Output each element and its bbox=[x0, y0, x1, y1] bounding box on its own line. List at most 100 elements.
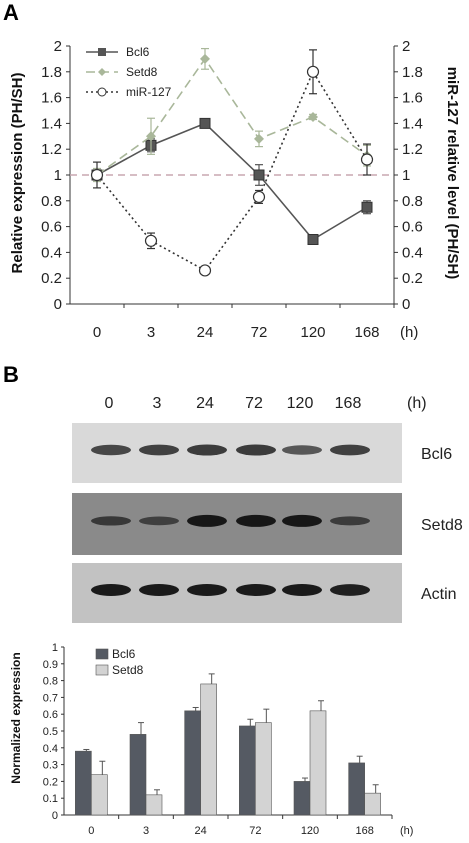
y-axis-right-title: miR-127 relative level (PH/SH) bbox=[444, 67, 461, 280]
x-tick-label-b: 120 bbox=[301, 825, 319, 837]
y-tick-label-right: 1.2 bbox=[402, 141, 423, 158]
y-tick-label-b: 0.4 bbox=[43, 743, 58, 755]
blot-band bbox=[282, 445, 322, 455]
blot-band bbox=[282, 584, 322, 596]
x-tick-label: 3 bbox=[147, 324, 155, 341]
x-axis-unit: (h) bbox=[400, 324, 418, 341]
blot-row-label: Actin bbox=[421, 586, 457, 603]
panel-b-letter: B bbox=[3, 362, 19, 387]
bar-bcl6 bbox=[348, 762, 365, 816]
y-tick-label-left: 2 bbox=[54, 38, 62, 55]
bar-bcl6 bbox=[129, 734, 147, 816]
data-point-square bbox=[307, 234, 319, 245]
blot-row-bcl6: Bcl6 bbox=[72, 423, 452, 483]
y-tick-label-right: 1.6 bbox=[402, 90, 423, 107]
y-tick-label-b: 0.3 bbox=[43, 760, 58, 772]
x-tick-label-b: 24 bbox=[195, 825, 207, 837]
y-tick-label-right: 0.8 bbox=[402, 193, 423, 210]
data-point-circle bbox=[90, 168, 104, 182]
y-tick-label-b: 0.7 bbox=[43, 692, 58, 704]
y-tick-label-b: 1 bbox=[52, 642, 58, 654]
blot-band bbox=[330, 584, 370, 596]
x-tick-label: 0 bbox=[93, 324, 101, 341]
blot-band bbox=[236, 444, 276, 456]
y-tick-label-left: 1.2 bbox=[41, 141, 62, 158]
legend-label-b: Setd8 bbox=[112, 663, 144, 677]
y-tick-label-b: 0.1 bbox=[43, 793, 58, 805]
y-tick-label-b: 0 bbox=[52, 810, 58, 822]
legend-item: miR-127 bbox=[86, 85, 172, 99]
legend-marker bbox=[97, 87, 107, 97]
y-tick-label-left: 0.2 bbox=[41, 270, 62, 287]
blot-band bbox=[91, 444, 131, 456]
y-tick-label-b: 0.6 bbox=[43, 709, 58, 721]
blot-band bbox=[91, 516, 131, 526]
legend-item-b: Setd8 bbox=[95, 663, 144, 677]
bar-setd8 bbox=[200, 683, 217, 816]
blot-time-unit: (h) bbox=[407, 395, 427, 412]
blot-band bbox=[91, 584, 131, 596]
y-tick-label-right: 0 bbox=[402, 296, 410, 313]
blot-band bbox=[139, 444, 179, 456]
series-line bbox=[96, 122, 368, 241]
blot-band bbox=[139, 584, 179, 596]
data-point-square bbox=[199, 117, 211, 129]
blot-band bbox=[236, 584, 276, 596]
western-blot: (h) 0 3 24 72 120 168 Bcl6 Setd8 Actin bbox=[72, 395, 463, 623]
legend-swatch-b bbox=[95, 648, 109, 660]
blot-band bbox=[187, 584, 227, 596]
legend-marker bbox=[98, 48, 106, 56]
y-tick-label-left: 1.4 bbox=[41, 115, 62, 132]
legend-label: miR-127 bbox=[126, 85, 172, 99]
blot-band bbox=[187, 514, 227, 527]
y-tick-label-left: 0.8 bbox=[41, 193, 62, 210]
y-tick-label-right: 0.6 bbox=[402, 219, 423, 236]
data-point-square bbox=[361, 201, 373, 213]
x-tick-label: 24 bbox=[197, 324, 214, 341]
y-tick-label-left: 1 bbox=[54, 167, 62, 184]
series-line bbox=[96, 70, 368, 272]
blot-row-label: Setd8 bbox=[421, 517, 463, 534]
legend-item: Bcl6 bbox=[86, 45, 150, 59]
y-axis-title-b: Normalized expression bbox=[9, 652, 23, 783]
bar-bcl6 bbox=[239, 725, 256, 816]
data-point-square bbox=[253, 169, 265, 181]
y-tick-label-b: 0.2 bbox=[43, 776, 58, 788]
y-tick-label-b: 0.8 bbox=[43, 676, 58, 688]
series-mir-127 bbox=[90, 49, 374, 277]
y-tick-label-left: 0 bbox=[54, 296, 62, 313]
x-tick-label-b: 72 bbox=[249, 825, 261, 837]
y-tick-label-left: 1.6 bbox=[41, 90, 62, 107]
legend-label: Bcl6 bbox=[126, 45, 150, 59]
data-point-circle bbox=[198, 264, 212, 277]
blot-band bbox=[236, 514, 276, 527]
y-tick-label-right: 1.4 bbox=[402, 115, 423, 132]
bar-bcl6 bbox=[75, 750, 92, 816]
blot-time-label: 3 bbox=[153, 395, 162, 412]
blot-row-actin: Actin bbox=[72, 563, 457, 623]
bar-setd8 bbox=[145, 794, 163, 816]
blot-row-setd8: Setd8 bbox=[72, 493, 463, 555]
y-tick-label-b: 0.5 bbox=[43, 726, 58, 738]
y-tick-label-right: 1.8 bbox=[402, 64, 423, 81]
blot-band bbox=[282, 514, 322, 527]
y-tick-label-right: 0.2 bbox=[402, 270, 423, 287]
data-point-circle bbox=[306, 65, 320, 78]
line-chart-a: Relative expression (PH/SH) miR-127 rela… bbox=[9, 38, 461, 341]
panel-a-letter: A bbox=[3, 0, 19, 25]
bar-setd8 bbox=[255, 722, 272, 816]
blot-band bbox=[330, 516, 370, 526]
data-point-circle bbox=[252, 190, 266, 204]
x-tick-label: 120 bbox=[300, 324, 325, 341]
x-tick-label-b: 168 bbox=[355, 825, 373, 837]
legend-label-b: Bcl6 bbox=[112, 647, 136, 661]
blot-row-label: Bcl6 bbox=[421, 446, 452, 463]
data-point-circle bbox=[144, 234, 158, 247]
bar-setd8 bbox=[364, 792, 381, 816]
blot-time-label: 0 bbox=[105, 395, 114, 412]
legend-item-b: Bcl6 bbox=[95, 647, 136, 661]
series-bcl6 bbox=[91, 117, 373, 245]
legend-marker bbox=[98, 68, 106, 76]
bar-setd8 bbox=[309, 710, 327, 816]
